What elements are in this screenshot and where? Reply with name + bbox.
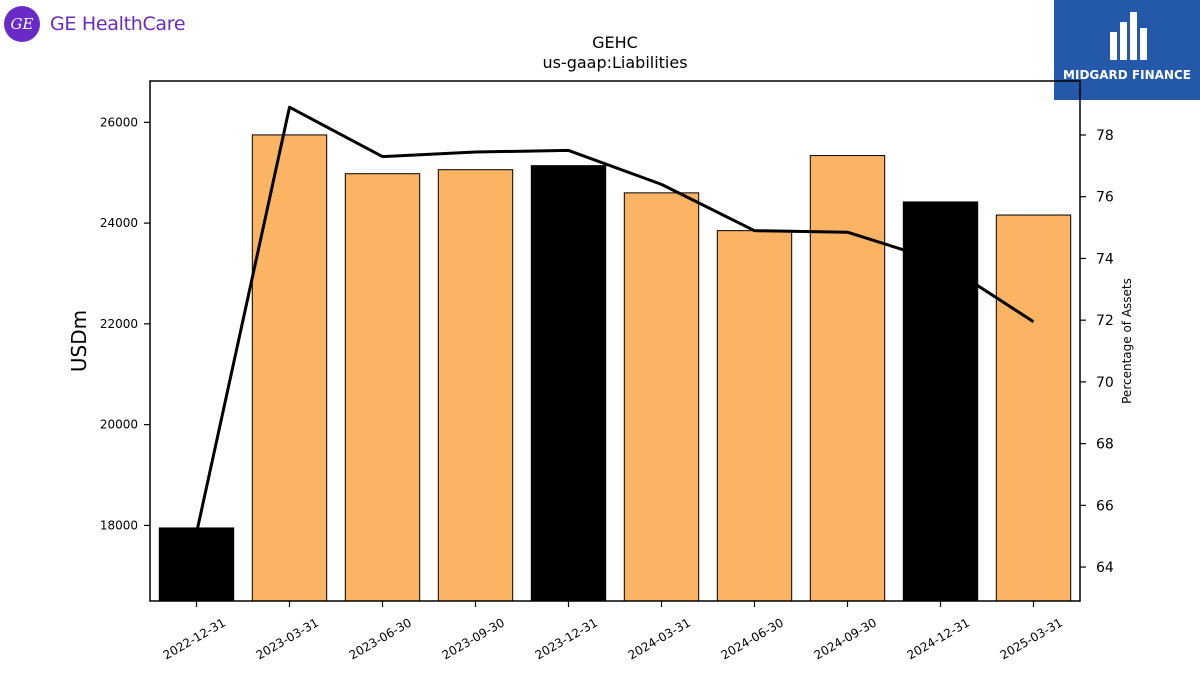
ge-healthcare-logo: GE GE HealthCare bbox=[4, 4, 186, 44]
midgard-emblem-icon bbox=[1110, 12, 1147, 60]
x-axis-ticks: 2022-12-31 2023-03-31 2023-06-30 2023-09-30… bbox=[161, 601, 1065, 662]
chart-title: GEHC bbox=[592, 33, 638, 52]
bar-2023-03-31 bbox=[251, 134, 328, 602]
percentage-line bbox=[195, 105, 1035, 534]
bar-2023-06-30 bbox=[344, 173, 421, 602]
plot-frame bbox=[149, 80, 1081, 602]
x-tick-label: 2023-09-30 bbox=[440, 615, 507, 662]
right-tick-label: 78 bbox=[1096, 128, 1114, 144]
right-tick-label: 76 bbox=[1096, 190, 1114, 206]
bar-2025-03-31 bbox=[995, 214, 1072, 602]
ge-monogram-icon: GE bbox=[4, 6, 40, 42]
left-tick-label: 24000 bbox=[100, 216, 138, 230]
bar-2024-12-31 bbox=[902, 201, 979, 602]
x-tick-label: 2023-03-31 bbox=[254, 615, 321, 662]
left-tick-label: 26000 bbox=[100, 115, 138, 129]
bar-2023-12-31 bbox=[530, 165, 607, 602]
bar-series bbox=[158, 134, 1072, 602]
right-axis-label: Percentage of Assets bbox=[1120, 278, 1134, 404]
right-tick-label: 72 bbox=[1096, 313, 1114, 329]
left-tick-label: 20000 bbox=[100, 418, 138, 432]
left-axis-ticks: 18000 20000 22000 24000 26000 bbox=[100, 115, 150, 532]
left-tick-label: 18000 bbox=[100, 518, 138, 532]
ge-healthcare-wordmark: GE HealthCare bbox=[50, 13, 186, 35]
bar-2024-06-30 bbox=[716, 230, 793, 602]
x-tick-label: 2022-12-31 bbox=[161, 615, 228, 662]
x-tick-label: 2024-06-30 bbox=[719, 615, 786, 662]
x-tick-label: 2024-03-31 bbox=[626, 615, 693, 662]
bar-2023-09-30 bbox=[437, 169, 514, 602]
midgard-finance-logo: MIDGARD FINANCE bbox=[1054, 0, 1200, 100]
ge-monogram-text: GE bbox=[10, 15, 34, 33]
x-tick-label: 2023-12-31 bbox=[533, 615, 600, 662]
chart-subtitle: us-gaap:Liabilities bbox=[542, 53, 687, 72]
right-tick-label: 74 bbox=[1096, 251, 1114, 267]
x-tick-label: 2025-03-31 bbox=[998, 615, 1065, 662]
x-tick-label: 2023-06-30 bbox=[347, 615, 414, 662]
bar-2024-03-31 bbox=[623, 192, 700, 602]
right-axis-ticks: 64 66 68 70 72 74 76 78 bbox=[1080, 128, 1114, 576]
right-tick-label: 66 bbox=[1096, 498, 1114, 514]
right-tick-label: 64 bbox=[1096, 560, 1114, 576]
line-series bbox=[195, 105, 1035, 534]
left-tick-label: 22000 bbox=[100, 317, 138, 331]
x-tick-label: 2024-09-30 bbox=[812, 615, 879, 662]
bar-2024-09-30 bbox=[809, 155, 886, 602]
bar-2022-12-31 bbox=[158, 527, 235, 602]
right-tick-label: 68 bbox=[1096, 437, 1114, 453]
right-tick-label: 70 bbox=[1096, 375, 1114, 391]
midgard-finance-wordmark: MIDGARD FINANCE bbox=[1063, 68, 1191, 82]
x-tick-label: 2024-12-31 bbox=[905, 615, 972, 662]
left-axis-label: USDm bbox=[67, 310, 91, 372]
